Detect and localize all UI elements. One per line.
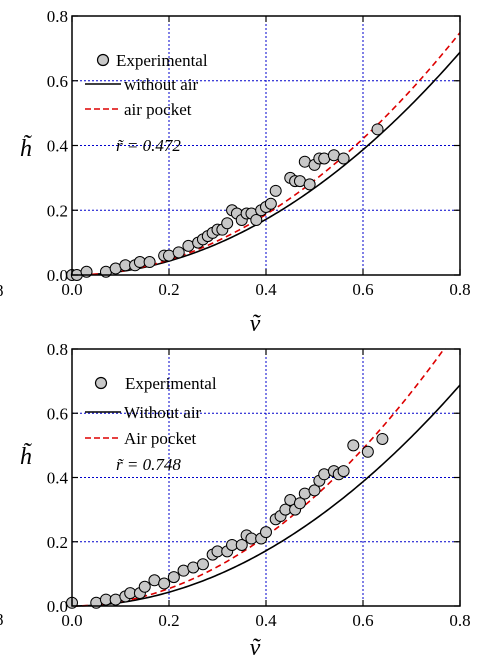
legend-label-air-pocket: Air pocket xyxy=(124,429,197,448)
data-point xyxy=(308,484,321,497)
data-point xyxy=(337,152,350,165)
y-tick-label: 0.8 xyxy=(47,7,68,26)
stray-label: 8 xyxy=(0,281,4,300)
data-point xyxy=(235,538,248,551)
points-layer xyxy=(66,123,384,281)
x-tick-label: 0.8 xyxy=(449,611,470,630)
x-tick-label: 0.4 xyxy=(255,611,277,630)
data-point xyxy=(250,213,263,226)
x-tick-label: 0.6 xyxy=(352,611,373,630)
stray-label: 8 xyxy=(0,610,4,629)
data-point xyxy=(143,256,156,269)
x-tick-label: 0.6 xyxy=(352,280,373,299)
data-point xyxy=(158,577,171,590)
legend: Experimental Without air Air pocket r̃ =… xyxy=(85,374,217,474)
y-axis-title: h̃ xyxy=(20,442,32,470)
data-point xyxy=(337,465,350,478)
x-tick-label: 0.8 xyxy=(449,280,470,299)
y-tick-label: 0.4 xyxy=(47,469,69,488)
x-tick-label: 0.0 xyxy=(61,611,82,630)
x-axis-title: ṽ xyxy=(250,311,262,337)
data-point xyxy=(371,123,384,136)
y-tick-label: 0.6 xyxy=(47,72,68,91)
y-tick-label: 0.6 xyxy=(47,404,68,423)
y-axis-title: h̃ xyxy=(20,134,32,162)
points-layer xyxy=(66,432,389,609)
data-point xyxy=(260,526,272,539)
ticks-layer: 0.0 0.2 0.4 0.6 0.8 0.0 0.2 0.4 0.6 0.8 xyxy=(47,340,471,630)
legend-marker-experimental xyxy=(96,53,110,67)
data-point xyxy=(172,246,185,259)
x-axis-title: ṽ xyxy=(250,635,262,661)
y-tick-label: 0.0 xyxy=(47,597,68,616)
ticks-layer: 0.0 0.2 0.4 0.6 0.8 0.0 0.2 0.4 0.6 0.8 xyxy=(47,7,471,299)
legend-label-air-pocket: air pocket xyxy=(124,100,192,119)
data-point xyxy=(376,432,389,445)
data-point xyxy=(138,580,151,593)
r-annotation: r̃ = 0.472 xyxy=(116,136,181,155)
data-point xyxy=(361,445,374,458)
r-annotation: r̃ = 0.748 xyxy=(116,455,181,474)
data-point xyxy=(167,571,180,584)
legend-marker-experimental xyxy=(94,376,108,390)
x-tick-label: 0.2 xyxy=(158,280,179,299)
x-tick-label: 0.2 xyxy=(158,611,179,630)
y-tick-label: 0.0 xyxy=(47,266,68,285)
y-tick-label: 0.8 xyxy=(47,340,68,359)
data-point xyxy=(221,217,234,230)
legend-label-experimental: Experimental xyxy=(116,51,208,70)
chart-bottom: 0.0 0.2 0.4 0.6 0.8 0.0 0.2 0.4 0.6 0.8 Experimen… xyxy=(0,340,471,661)
legend-label-without-air: without air xyxy=(124,75,198,94)
data-point xyxy=(347,439,360,452)
legend-label-without-air: Without air xyxy=(124,403,202,422)
data-point xyxy=(303,178,316,191)
legend: Experimental without air air pocket r̃ =… xyxy=(85,51,208,155)
x-tick-label: 0.0 xyxy=(61,280,82,299)
chart-top: 0.0 0.2 0.4 0.6 0.8 0.0 0.2 0.4 0.6 0.8 Experimen… xyxy=(0,7,471,337)
y-tick-label: 0.2 xyxy=(47,201,68,220)
legend-label-experimental: Experimental xyxy=(125,374,217,393)
data-point xyxy=(264,197,277,210)
data-point xyxy=(293,497,306,510)
data-point xyxy=(196,558,209,571)
y-tick-label: 0.2 xyxy=(47,533,68,552)
x-tick-label: 0.4 xyxy=(255,280,277,299)
without-air-curve xyxy=(71,384,461,607)
data-point xyxy=(269,184,282,197)
y-tick-label: 0.4 xyxy=(47,137,69,156)
